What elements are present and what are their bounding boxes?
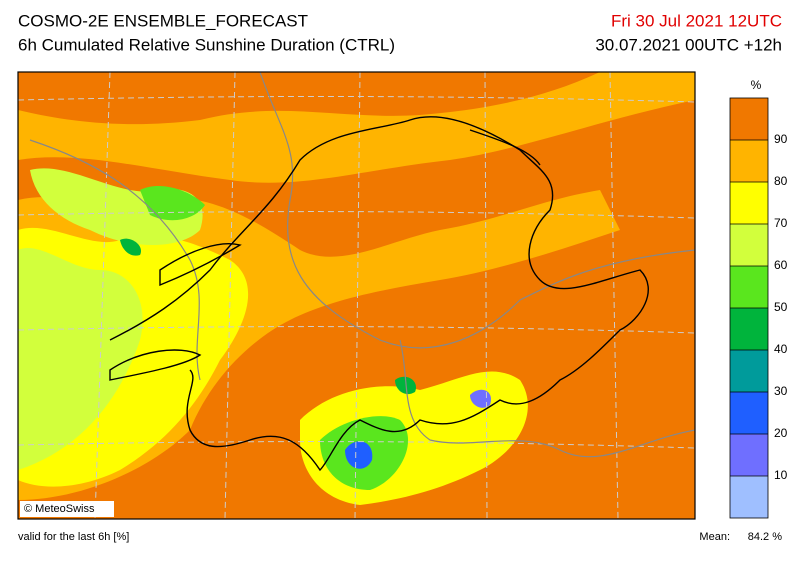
valid-time: Fri 30 Jul 2021 12UTC (611, 11, 782, 30)
legend-tick-label: 90 (774, 132, 788, 146)
subtitle: 6h Cumulated Relative Sunshine Duration … (18, 35, 395, 54)
credit: © MeteoSwiss (24, 503, 95, 515)
legend-swatch (730, 308, 768, 350)
mean-label: Mean: (699, 531, 730, 543)
legend-swatch (730, 392, 768, 434)
mean-value: 84.2 % (748, 531, 782, 543)
title: COSMO-2E ENSEMBLE_FORECAST (18, 11, 308, 30)
legend-swatch (730, 476, 768, 518)
legend-swatch (730, 434, 768, 476)
legend-tick-label: 80 (774, 174, 788, 188)
legend-swatch (730, 266, 768, 308)
footer-note: valid for the last 6h [%] (18, 531, 129, 543)
legend-swatch (730, 224, 768, 266)
legend-swatch (730, 182, 768, 224)
run-time: 30.07.2021 00UTC +12h (595, 35, 782, 54)
map-frame (17, 71, 696, 520)
legend-swatch (730, 350, 768, 392)
legend-tick-label: 40 (774, 342, 788, 356)
legend-tick-label: 50 (774, 300, 788, 314)
legend-swatch (730, 98, 768, 140)
legend-swatch (730, 140, 768, 182)
legend-tick-label: 70 (774, 216, 788, 230)
legend-unit: % (751, 78, 762, 92)
legend-tick-label: 20 (774, 426, 788, 440)
credit-box (20, 501, 114, 517)
legend-tick-label: 60 (774, 258, 788, 272)
map-field (18, 72, 695, 519)
legend-tick-label: 10 (774, 468, 788, 482)
legend-tick-label: 30 (774, 384, 788, 398)
